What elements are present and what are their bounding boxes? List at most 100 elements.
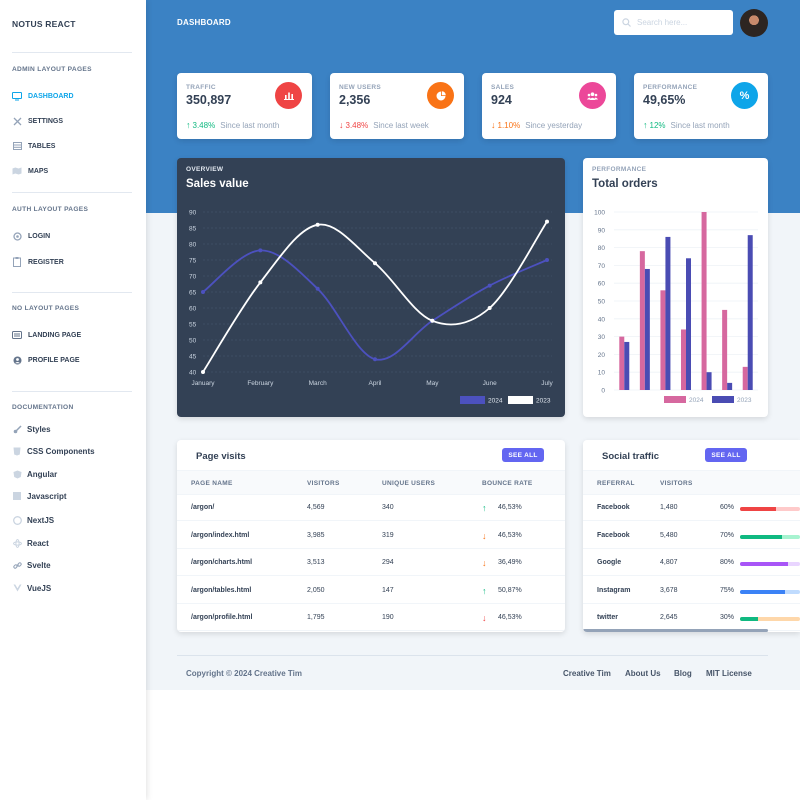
sidebar-item-settings[interactable]: SETTINGS (12, 114, 63, 128)
avatar[interactable] (740, 9, 768, 37)
data-point[interactable] (201, 290, 205, 294)
percent-cell: 30% (720, 614, 735, 621)
sidebar-item-register[interactable]: REGISTER (12, 255, 64, 269)
bar-2024-march[interactable] (660, 290, 666, 390)
stat-card-performance: PERFORMANCE 49,65% % ↑ 12% Since last mon… (634, 73, 768, 139)
row-divider (177, 520, 565, 521)
page-name-cell: /argon/ (191, 504, 215, 511)
sidebar-item-javascript[interactable]: Javascript (12, 489, 67, 503)
footer-link-blog[interactable]: Blog (674, 669, 692, 678)
sidebar-item-styles[interactable]: Styles (12, 422, 51, 436)
brand-logo[interactable]: NOTUS REACT (12, 19, 76, 29)
data-point[interactable] (373, 357, 377, 362)
bar-2024-april[interactable] (681, 329, 686, 390)
search-input[interactable] (637, 18, 727, 27)
sidebar-item-dashboard[interactable]: DASHBOARD (12, 89, 74, 103)
total-orders-chart: 0 10 20 30 40 50 60 70 80 90 100 2024 2023 (594, 210, 758, 404)
bar-2023-february[interactable] (644, 268, 650, 390)
percent-icon: % (731, 82, 758, 109)
stat-caption: Since yesterday (525, 120, 583, 130)
data-point[interactable] (315, 222, 320, 227)
stat-title: SALES (491, 84, 515, 91)
see-all-button[interactable]: SEE ALL (705, 448, 747, 462)
stat-caption: Since last month (670, 120, 730, 130)
bar-2023-june[interactable] (727, 382, 733, 390)
data-point[interactable] (315, 286, 320, 291)
see-all-button[interactable]: SEE ALL (502, 448, 544, 462)
data-point[interactable] (545, 219, 549, 224)
y-tick-label: 85 (189, 226, 197, 233)
stat-value: 49,65% (643, 93, 686, 107)
percent-cell: 75% (720, 586, 735, 594)
arrow-down-icon: ↓ (482, 558, 487, 568)
sidebar-item-label: React (27, 538, 49, 548)
data-point[interactable] (258, 248, 263, 253)
sidebar-item-maps[interactable]: MAPS (12, 164, 48, 178)
sidebar-item-landing-page[interactable]: LANDING PAGE (12, 328, 81, 342)
progress-bar-fill (740, 562, 788, 566)
bar-2024-june[interactable] (722, 309, 728, 390)
data-point[interactable] (373, 261, 377, 266)
stat-change: ↓ 3.48% (339, 120, 368, 130)
data-point[interactable] (201, 370, 205, 374)
bar-2024-january[interactable] (619, 336, 625, 390)
bar-2024-february[interactable] (639, 251, 645, 390)
sidebar-item-svelte[interactable]: Svelte (12, 558, 51, 572)
x-tick-label: February (247, 380, 274, 387)
data-point[interactable] (487, 306, 492, 310)
footer-link-creative-tim[interactable]: Creative Tim (563, 669, 611, 678)
sidebar-item-login[interactable]: LOGIN (12, 229, 50, 243)
bar-2023-july[interactable] (747, 235, 753, 390)
y-tick-label: 0 (601, 388, 605, 395)
progress-bar-fill (740, 534, 782, 539)
bar-2023-march[interactable] (665, 236, 671, 390)
sidebar-item-css-components[interactable]: CSS Components (12, 444, 95, 458)
search-box[interactable] (614, 10, 733, 35)
y-tick-label: 50 (598, 299, 606, 306)
arrow-down-icon: ↓ (491, 120, 496, 130)
data-point[interactable] (430, 318, 435, 323)
sidebar-item-label: LANDING PAGE (28, 331, 82, 339)
legend-label: 2023 (536, 398, 551, 405)
bar-2024-may[interactable] (701, 212, 707, 390)
data-point[interactable] (545, 258, 549, 262)
footer-link-mit-license[interactable]: MIT License (706, 669, 752, 678)
x-tick-label: January (191, 380, 215, 387)
chart-title: Sales value (186, 178, 249, 190)
row-divider (583, 520, 800, 521)
sidebar-item-tables[interactable]: TABLES (12, 139, 55, 153)
page-title[interactable]: DASHBOARD (177, 18, 231, 27)
horizontal-scrollbar[interactable] (583, 629, 768, 632)
stat-card-sales: SALES 924 ↓ 1.10% Since yesterday (482, 73, 616, 139)
bar-2024-july[interactable] (742, 366, 748, 390)
react-icon (12, 538, 22, 548)
sidebar-item-nextjs[interactable]: NextJS (12, 513, 54, 527)
divider (12, 52, 132, 53)
row-divider (583, 602, 800, 604)
sidebar-item-label: MAPS (28, 167, 49, 175)
y-tick-label: 90 (598, 227, 606, 234)
footer-link-about-us[interactable]: About Us (625, 669, 661, 678)
stat-title: TRAFFIC (186, 84, 216, 91)
visitors-cell: 3,678 (660, 586, 678, 594)
sidebar-item-react[interactable]: React (12, 536, 49, 550)
visitors-cell: 4,569 (307, 504, 325, 511)
data-point[interactable] (487, 283, 492, 288)
legend-label: 2023 (737, 397, 752, 404)
sidebar-item-angular[interactable]: Angular (12, 467, 57, 481)
bar-2023-january[interactable] (624, 341, 630, 390)
unique-users-cell: 294 (382, 559, 394, 566)
bar-2023-april[interactable] (686, 258, 691, 390)
data-point[interactable] (258, 280, 263, 285)
nextjs-icon (12, 515, 22, 525)
sales-value-chart: 40 45 50 55 60 65 70 75 80 85 90 January February Mar… (189, 210, 554, 405)
sidebar-item-profile-page[interactable]: PROFILE PAGE (12, 353, 80, 367)
tv-icon (12, 91, 22, 101)
sidebar-item-label: Styles (27, 424, 51, 434)
progress-bar-fill (740, 617, 758, 621)
progress-bar (740, 534, 800, 539)
bar-2023-may[interactable] (706, 372, 712, 390)
sidebar-heading: DOCUMENTATION (12, 404, 74, 411)
sidebar-item-vuejs[interactable]: VueJS (12, 581, 51, 595)
sidebar-item-label: TABLES (28, 142, 56, 150)
